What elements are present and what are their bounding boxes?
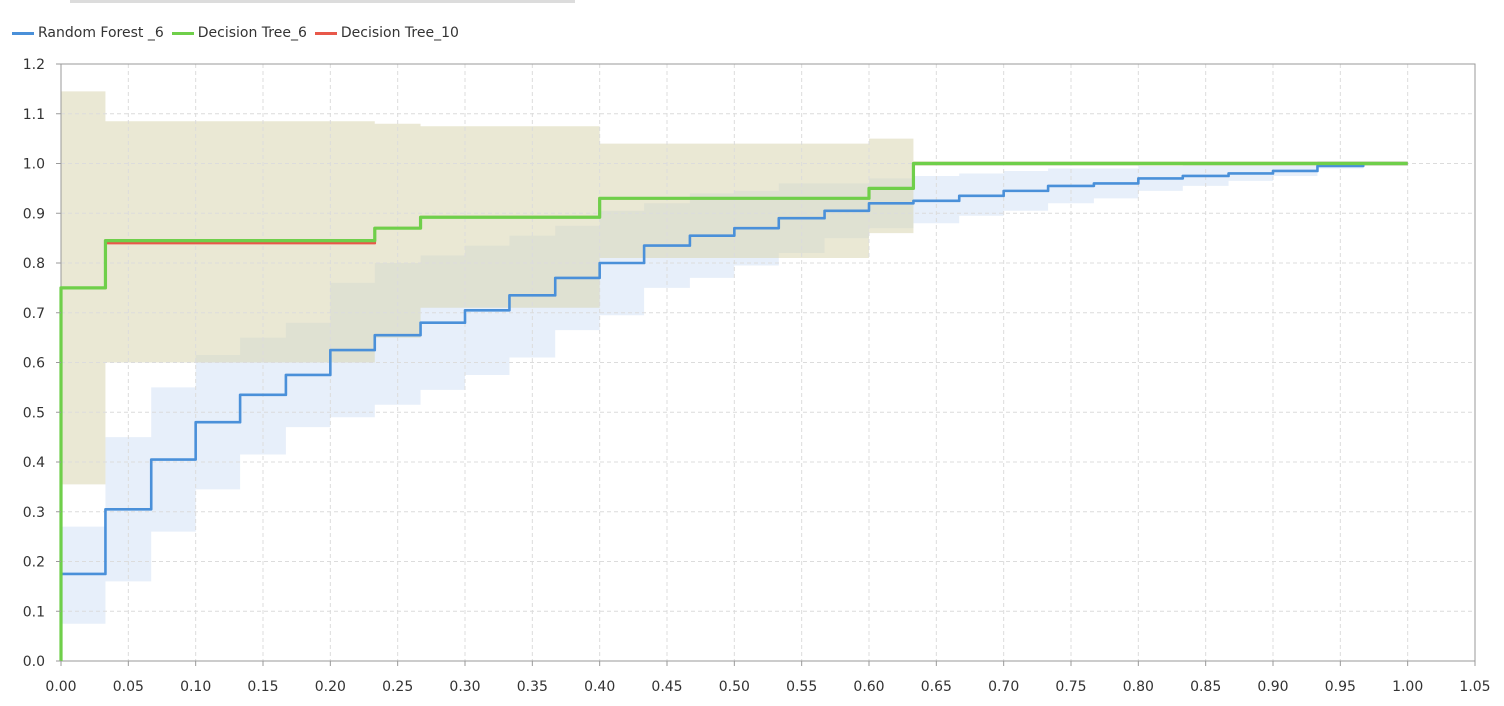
y-tick-label: 1.1: [23, 107, 45, 123]
window-top-bar: [0, 0, 1504, 4]
x-tick-label: 0.55: [786, 679, 817, 695]
y-axis-ticks: 0.0 0.1 0.2 0.3 0.4 0.5 0.6 0.7 0.8 0.9 1.0 1.1 1.2: [23, 57, 61, 670]
x-tick-label: 0.15: [247, 679, 278, 695]
legend-label-random-forest: Random Forest _6: [38, 25, 164, 41]
x-tick-label: 0.85: [1190, 679, 1221, 695]
legend-item-decision-tree-10[interactable]: Decision Tree_10: [314, 25, 459, 41]
y-tick-label: 0.5: [23, 405, 45, 421]
legend-swatch-random-forest: [12, 31, 34, 35]
y-tick-label: 0.7: [23, 306, 45, 322]
x-tick-label: 0.45: [651, 679, 682, 695]
y-tick-label: 0.3: [23, 505, 45, 521]
y-tick-label: 0.8: [23, 256, 45, 272]
x-axis-ticks: 0.00 0.05 0.10 0.15 0.20 0.25 0.30 0.35 0.40 0.45…: [45, 661, 1491, 695]
x-tick-label: 0.60: [853, 679, 884, 695]
y-tick-label: 0.9: [23, 206, 45, 222]
y-tick-label: 1.0: [23, 157, 45, 173]
x-tick-label: 0.40: [584, 679, 615, 695]
x-tick-label: 0.25: [382, 679, 413, 695]
legend-item-random-forest[interactable]: Random Forest _6: [12, 25, 164, 41]
x-tick-label: 0.70: [988, 679, 1019, 695]
chart-legend: Random Forest _6 Decision Tree_6 Decisio…: [12, 23, 467, 43]
series-lines: [59, 161, 1408, 661]
y-tick-label: 0.0: [23, 654, 45, 670]
legend-swatch-decision-tree-10: [314, 31, 337, 35]
confidence-band-1: [61, 91, 1408, 485]
x-tick-label: 1.00: [1392, 679, 1423, 695]
y-tick-label: 1.2: [23, 57, 45, 73]
window-tab-left: [70, 0, 575, 3]
x-tick-label: 0.75: [1055, 679, 1086, 695]
x-tick-label: 0.50: [719, 679, 750, 695]
legend-label-decision-tree-6: Decision Tree_6: [197, 25, 307, 41]
x-tick-label: 0.90: [1257, 679, 1288, 695]
y-tick-label: 0.4: [23, 455, 45, 471]
x-tick-label: 0.20: [315, 679, 346, 695]
x-tick-label: 0.80: [1123, 679, 1154, 695]
y-tick-label: 0.2: [23, 555, 45, 571]
x-tick-label: 0.65: [921, 679, 952, 695]
legend-item-decision-tree-6[interactable]: Decision Tree_6: [171, 25, 307, 41]
legend-label-decision-tree-10: Decision Tree_10: [340, 25, 459, 41]
x-tick-label: 1.05: [1459, 679, 1490, 695]
x-tick-label: 0.00: [45, 679, 76, 695]
x-tick-label: 0.05: [113, 679, 144, 695]
y-tick-label: 0.6: [23, 356, 45, 372]
y-tick-label: 0.1: [23, 604, 45, 620]
x-tick-label: 0.10: [180, 679, 211, 695]
x-tick-label: 0.95: [1325, 679, 1356, 695]
legend-swatch-decision-tree-6: [171, 31, 194, 35]
series-line-0: [59, 162, 1408, 661]
series-line-1: [59, 161, 1408, 661]
x-tick-label: 0.35: [517, 679, 548, 695]
x-tick-label: 0.30: [449, 679, 480, 695]
